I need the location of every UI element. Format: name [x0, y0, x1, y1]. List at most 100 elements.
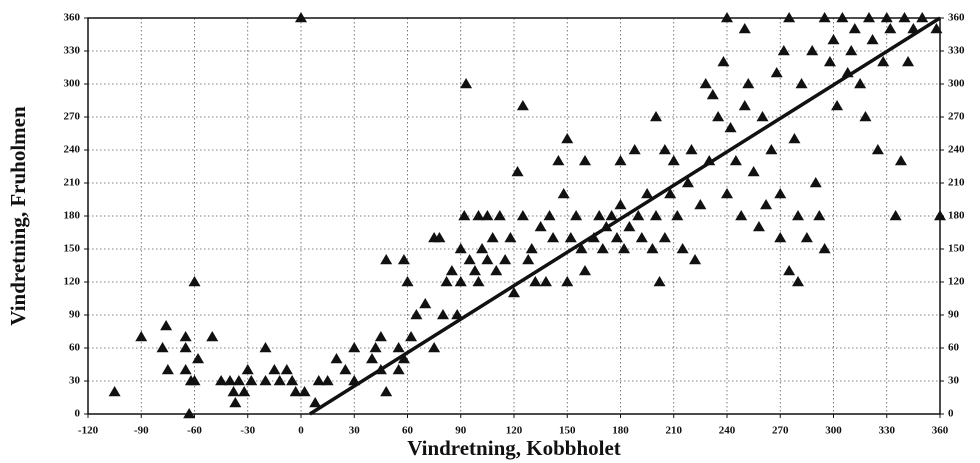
scatter-point: [460, 78, 473, 89]
scatter-point: [295, 12, 307, 23]
scatter-point: [366, 353, 378, 364]
x-tick-label: -30: [240, 425, 255, 437]
y-tick-label: 60: [69, 342, 81, 354]
scatter-point: [392, 342, 405, 353]
scatter-point: [552, 155, 565, 166]
scatter-point: [635, 232, 648, 243]
scatter-point: [823, 56, 836, 67]
scatter-point: [215, 375, 228, 386]
x-tick-label: 300: [825, 425, 842, 437]
scatter-point: [658, 144, 671, 155]
y2-tick-label: 330: [948, 45, 965, 57]
scatter-point: [836, 12, 849, 23]
scatter-point: [898, 12, 911, 23]
scatter-point: [419, 298, 432, 309]
x-tick-label: 60: [402, 425, 414, 437]
scatter-point: [286, 375, 299, 386]
scatter-point: [224, 375, 236, 386]
scatter-point: [392, 364, 405, 375]
scatter-point: [472, 210, 485, 221]
scatter-point: [161, 364, 174, 375]
scatter-point: [877, 56, 890, 67]
scatter-point: [596, 243, 609, 254]
x-tick-label: -60: [187, 425, 202, 437]
y2-tick-label: 270: [948, 111, 965, 123]
scatter-point: [934, 210, 946, 221]
scatter-point: [735, 210, 748, 221]
y2-tick-label: 30: [948, 375, 960, 387]
y2-tick-label: 150: [948, 243, 965, 255]
scatter-point: [232, 375, 245, 386]
y2-tick-label: 90: [948, 309, 960, 321]
scatter-point: [752, 221, 765, 232]
scatter-point: [792, 276, 804, 287]
scatter-point: [827, 34, 840, 45]
scatter-point: [312, 375, 325, 386]
scatter-point: [179, 364, 192, 375]
scatter-point: [930, 23, 943, 34]
scatter-point: [405, 331, 418, 342]
scatter-point: [493, 210, 506, 221]
y2-tick-label: 0: [948, 408, 954, 420]
scatter-point: [859, 111, 872, 122]
scatter-point: [561, 133, 574, 144]
scatter-point: [428, 342, 441, 353]
scatter-point: [468, 265, 481, 276]
scatter-point: [525, 243, 538, 254]
y-tick-label: 30: [69, 375, 81, 387]
scatter-point: [380, 386, 393, 397]
scatter-point: [575, 243, 588, 254]
scatter-point: [765, 144, 778, 155]
scatter-point: [916, 12, 929, 23]
x-tick-label: 0: [298, 425, 304, 437]
scatter-point: [206, 331, 219, 342]
y2-tick-label: 180: [948, 210, 965, 222]
scatter-point: [623, 221, 636, 232]
scatter-point: [445, 265, 458, 276]
x-tick-label: 30: [349, 425, 361, 437]
y-tick-label: 180: [64, 210, 81, 222]
scatter-point: [721, 188, 733, 199]
scatter-point: [818, 12, 831, 23]
scatter-point: [309, 397, 322, 408]
scatter-point: [454, 276, 467, 287]
scatter-point: [289, 386, 302, 397]
scatter-point: [845, 45, 858, 56]
y-tick-label: 0: [75, 408, 81, 420]
scatter-point: [889, 210, 902, 221]
scatter-point: [321, 375, 334, 386]
scatter-point: [783, 265, 796, 276]
scatter-point: [227, 386, 240, 397]
scatter-point: [738, 100, 751, 111]
scatter-point: [401, 276, 414, 287]
scatter-point: [729, 155, 742, 166]
scatter-point: [437, 309, 449, 320]
scatter-point: [774, 188, 787, 199]
y2-tick-label: 120: [948, 276, 965, 288]
scatter-point: [508, 287, 520, 298]
scatter-point: [472, 276, 485, 287]
x-tick-label: 120: [506, 425, 523, 437]
scatter-point: [774, 232, 787, 243]
x-tick-label: 150: [559, 425, 576, 437]
x-axis-label: Vindretning, Kobbholet: [407, 436, 621, 460]
scatter-point: [792, 210, 804, 221]
scatter-point: [160, 320, 173, 331]
scatter-point: [499, 254, 512, 265]
y-tick-label: 300: [64, 78, 81, 90]
scatter-point: [458, 210, 471, 221]
scatter-point: [795, 78, 808, 89]
scatter-point: [543, 210, 556, 221]
fit-line: [308, 16, 941, 416]
y2-tick-label: 240: [948, 144, 965, 156]
scatter-point: [504, 232, 517, 243]
scatter-point: [481, 254, 494, 265]
scatter-point: [783, 12, 796, 23]
scatter-point: [522, 254, 535, 265]
scatter-point: [397, 254, 410, 265]
scatter-point: [534, 221, 547, 232]
scatter-point: [694, 199, 707, 210]
scatter-point: [818, 243, 831, 254]
scatter-point: [451, 309, 464, 320]
scatter-point: [848, 23, 861, 34]
